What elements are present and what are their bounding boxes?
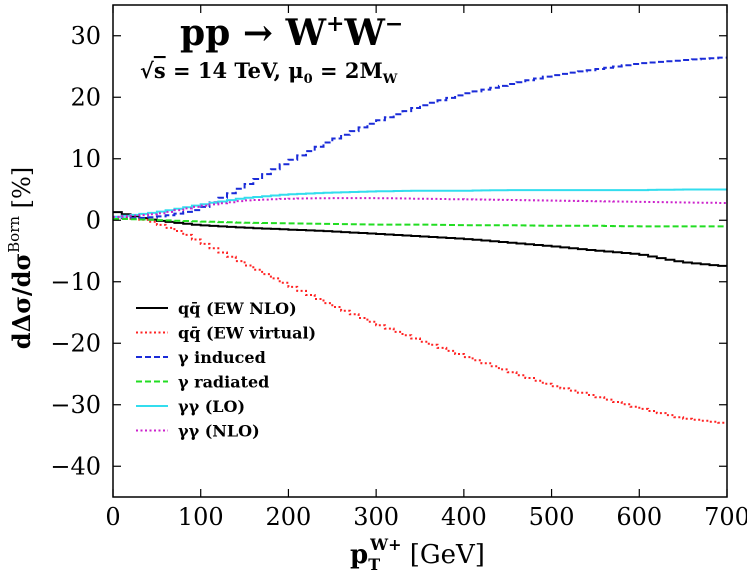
series-line [113,197,727,218]
plot-area: 0 100 200 300 400 500 600 700 −40 −30 −20 −10 0 10 20 3… [50,4,747,531]
x-tick-label: 500 [529,503,575,531]
chart-subtitle: √s = 14 TeV, μ0 = 2MW [140,58,398,87]
legend-label: γγ (NLO) [178,422,260,441]
series-line [113,211,727,267]
x-tick-label: 0 [105,503,120,531]
ticks-layer: 0 100 200 300 400 500 600 700 −40 −30 −20 −10 0 10 20 3… [50,5,747,531]
x-tick-label: 200 [266,503,312,531]
y-tick-label: −30 [50,391,101,419]
x-axis-label: pTW+ [GeV] [350,535,485,572]
y-axis-label: dΔσ/dσBorn [%] [5,167,36,349]
x-tick-label: 700 [704,503,747,531]
legend-label: qq̄ (EW NLO) [178,299,297,318]
x-tick-label: 300 [353,503,399,531]
chart-title: pp → W+W− [180,11,403,54]
y-tick-label: 20 [70,83,101,111]
series-line [113,218,727,228]
y-tick-label: 30 [70,22,101,50]
series-line [113,188,727,218]
y-tick-label: −10 [50,268,101,296]
y-tick-label: −20 [50,329,101,357]
y-tick-label: 10 [70,145,101,173]
legend-label: γ induced [178,348,266,367]
series-layer [113,56,727,424]
legend-label: γ radiated [178,373,269,392]
legend-label: qq̄ (EW virtual) [178,324,316,343]
legend-label: γγ (LO) [178,397,245,416]
plot-frame [112,4,728,498]
y-tick-label: 0 [86,206,101,234]
x-tick-label: 400 [441,503,487,531]
y-tick-label: −40 [50,452,101,480]
x-tick-label: 600 [616,503,662,531]
series-line [113,216,727,424]
x-tick-label: 100 [178,503,224,531]
legend: qq̄ (EW NLO) qq̄ (EW virtual) γ induced γ r… [136,299,316,441]
